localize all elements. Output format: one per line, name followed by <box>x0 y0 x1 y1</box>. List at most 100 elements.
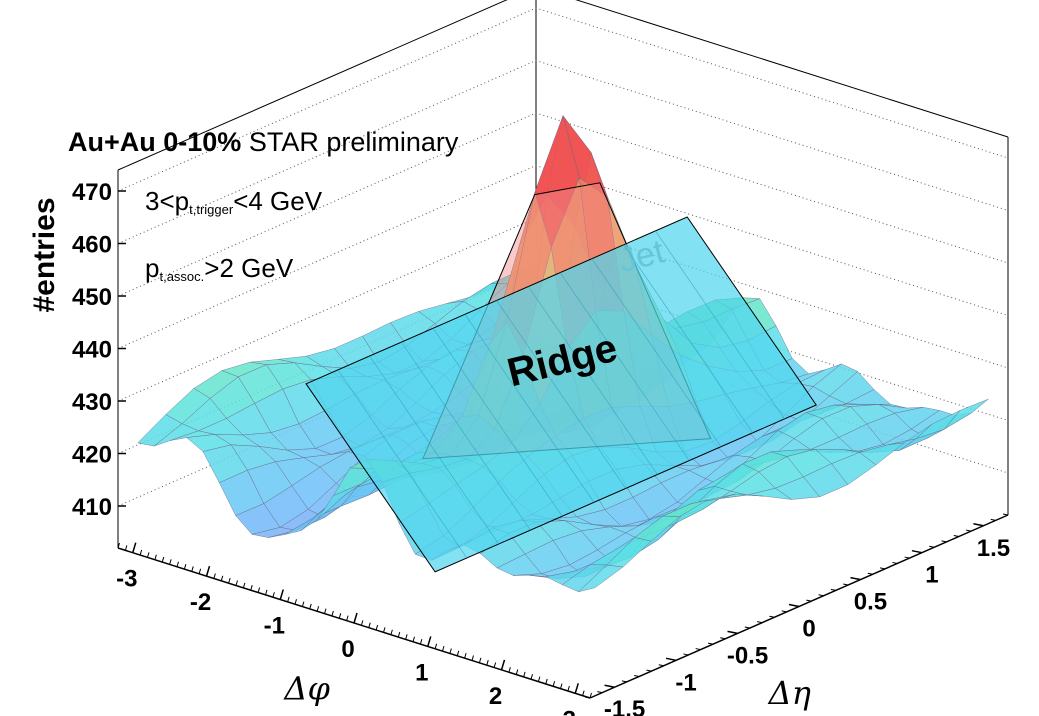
eta-tick-label: 0.5 <box>854 589 887 616</box>
phi-minor-tick <box>560 683 563 689</box>
eta-tick-label: -0.5 <box>727 642 768 669</box>
phi-minor-tick <box>375 624 379 631</box>
phi-minor-tick <box>471 655 474 661</box>
phi-minor-tick <box>501 664 504 671</box>
phi-minor-tick <box>287 596 290 603</box>
eta-minor-tick <box>609 685 615 688</box>
z-gridline <box>117 164 1009 349</box>
phi-minor-tick <box>198 568 202 574</box>
phi-minor-tick <box>368 622 371 628</box>
phi-minor-tick <box>235 580 238 586</box>
phi-minor-tick <box>464 653 467 659</box>
phi-minor-tick <box>353 617 356 624</box>
ridge-mesh-line <box>591 258 722 447</box>
component-overlays: JetRidge <box>305 182 818 573</box>
eta-minor-tick <box>892 561 898 564</box>
phi-minor-tick <box>360 620 364 626</box>
z-axis-label: #entries <box>28 197 61 313</box>
ridge-mesh-line <box>528 286 658 475</box>
z-tick-label: 450 <box>72 284 112 311</box>
ridge-mesh-line <box>369 355 499 545</box>
z-gridline <box>117 112 1009 297</box>
eta-minor-tick <box>830 588 836 591</box>
ridge-mesh-line <box>401 341 531 531</box>
phi-minor-tick <box>493 662 497 668</box>
phi-minor-tick <box>486 660 489 666</box>
eta-minor-tick <box>621 680 627 683</box>
phi-minor-tick <box>265 589 268 596</box>
phi-minor-tick <box>530 674 533 680</box>
eta-tick-label: 0 <box>802 616 815 643</box>
phi-minor-tick <box>346 615 349 621</box>
phi-minor-tick <box>537 676 541 682</box>
eta-minor-tick <box>695 648 701 651</box>
phi-minor-tick <box>442 645 445 652</box>
z-gridline <box>117 7 1009 192</box>
surface-patch <box>577 564 624 593</box>
eta-minor-tick <box>904 556 910 559</box>
phi-minor-tick <box>191 566 194 572</box>
assoc-annotation: pt,assoc.>2 GeV <box>145 253 294 284</box>
back-edge-top <box>575 0 1009 138</box>
phi-minor-tick <box>523 671 526 678</box>
phi-minor-tick <box>206 570 209 577</box>
z-tick-label: 410 <box>72 494 112 521</box>
z-tick-label: 470 <box>72 179 112 206</box>
phi-tick-label: 2 <box>489 683 502 710</box>
phi-minor-tick <box>139 549 143 556</box>
phi-minor-tick <box>220 575 224 581</box>
ridge-mesh-line <box>432 328 563 517</box>
phi-minor-tick <box>161 556 165 563</box>
eta-minor-tick <box>990 518 996 521</box>
eta-minor-tick <box>929 545 935 548</box>
phi-minor-tick <box>449 648 452 654</box>
phi-minor-tick <box>412 636 415 642</box>
phi-minor-tick <box>582 690 585 696</box>
z-gridline <box>117 59 1009 244</box>
eta-minor-tick <box>879 567 886 570</box>
phi-minor-tick <box>279 594 283 600</box>
eta-minor-tick <box>941 540 947 543</box>
eta-minor-tick <box>806 599 812 602</box>
phi-minor-tick <box>147 552 150 558</box>
eta-tick-label: -1 <box>675 669 696 696</box>
eta-minor-tick <box>584 696 591 699</box>
phi-minor-tick <box>456 650 460 656</box>
phi-tick-label: 3 <box>563 706 576 716</box>
eta-minor-tick <box>658 664 664 667</box>
z-tick-label: 430 <box>72 389 112 416</box>
phi-minor-tick <box>324 608 327 614</box>
eta-minor-tick <box>720 637 726 640</box>
ridge-mesh-line <box>623 244 753 433</box>
trigger-annotation: 3<pt,trigger<4 GeV <box>145 186 323 217</box>
eta-minor-tick <box>793 605 800 607</box>
phi-tick-label: -2 <box>190 589 211 616</box>
eta-minor-tick <box>867 572 873 575</box>
phi-minor-tick <box>405 634 408 640</box>
eta-minor-tick <box>597 691 603 694</box>
eta-minor-tick <box>855 578 861 581</box>
eta-tick-label: -1.5 <box>604 696 645 716</box>
phi-minor-tick <box>508 667 511 673</box>
phi-minor-tick <box>434 643 438 649</box>
phi-minor-tick <box>331 610 334 617</box>
eta-minor-tick <box>818 594 824 597</box>
phi-minor-tick <box>567 685 570 692</box>
chart-title: Au+Au 0-10% STAR preliminary <box>68 127 459 157</box>
eta-tick-label: 1.5 <box>977 535 1010 562</box>
phi-minor-tick <box>338 613 342 619</box>
phi-axis-label: Δφ <box>282 669 330 707</box>
phi-minor-tick <box>316 606 320 612</box>
phi-minor-tick <box>183 563 187 570</box>
phi-minor-tick <box>257 587 261 593</box>
eta-minor-tick <box>634 674 640 677</box>
phi-minor-tick <box>397 631 401 638</box>
phi-minor-tick <box>552 681 556 687</box>
eta-minor-tick <box>670 658 677 661</box>
phi-minor-tick <box>309 603 312 610</box>
phi-minor-tick <box>301 601 305 607</box>
ridge-mesh-line <box>337 369 468 559</box>
ridge-mesh-line <box>464 314 595 503</box>
eta-axis-label: Δη <box>767 674 811 712</box>
eta-tick-label: 1 <box>925 562 938 589</box>
